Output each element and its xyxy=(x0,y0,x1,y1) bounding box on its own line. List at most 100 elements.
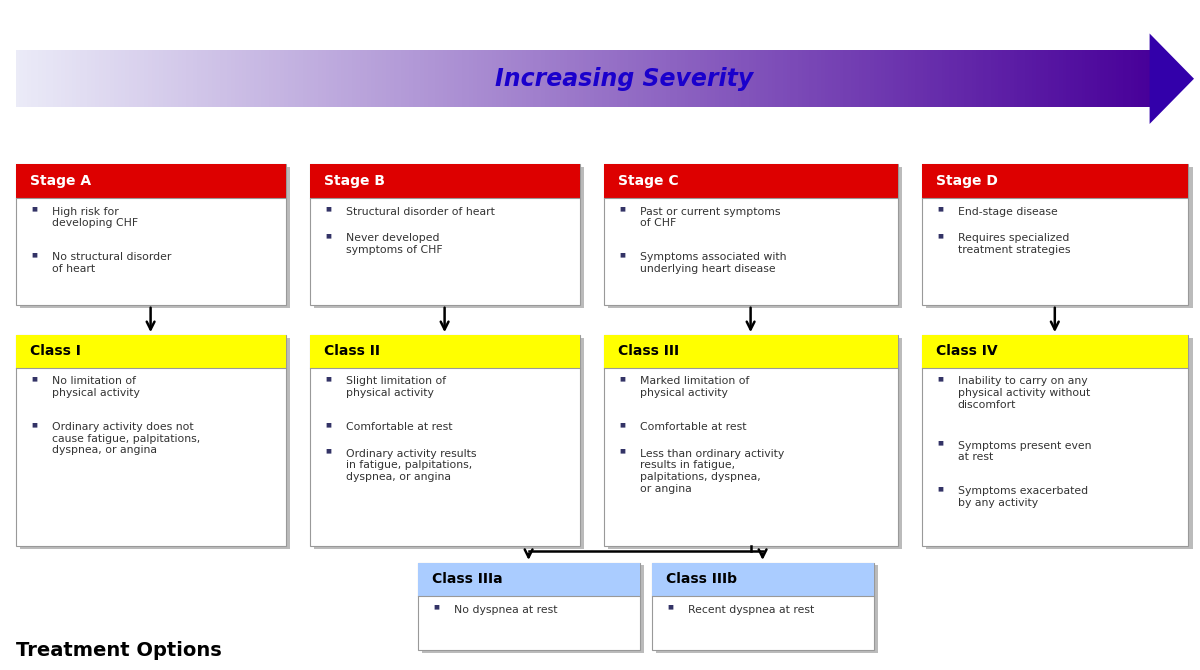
Bar xyxy=(322,50,326,107)
FancyBboxPatch shape xyxy=(310,335,580,368)
Bar xyxy=(851,50,856,107)
Bar xyxy=(956,50,961,107)
Bar xyxy=(102,50,108,107)
Bar xyxy=(907,50,913,107)
Text: Stage A: Stage A xyxy=(30,174,91,188)
Bar xyxy=(378,50,384,107)
Bar xyxy=(545,50,550,107)
Bar xyxy=(870,50,875,107)
FancyBboxPatch shape xyxy=(418,563,640,596)
Bar xyxy=(703,50,708,107)
Bar xyxy=(1058,50,1064,107)
Bar xyxy=(397,50,402,107)
Bar xyxy=(1021,50,1026,107)
FancyBboxPatch shape xyxy=(922,164,1188,198)
Bar xyxy=(488,50,493,107)
Text: Increasing Severity: Increasing Severity xyxy=(494,67,754,90)
Bar xyxy=(972,50,977,107)
Bar xyxy=(325,50,330,107)
Bar xyxy=(307,50,312,107)
Bar xyxy=(1067,50,1072,107)
Bar xyxy=(1044,50,1049,107)
Bar xyxy=(979,50,984,107)
Text: Stage B: Stage B xyxy=(324,174,385,188)
Text: ■: ■ xyxy=(937,441,943,446)
Bar xyxy=(1097,50,1102,107)
Bar xyxy=(1063,50,1068,107)
Bar xyxy=(197,50,202,107)
Text: ■: ■ xyxy=(325,377,331,381)
Text: End-stage disease: End-stage disease xyxy=(958,206,1057,216)
Bar xyxy=(756,50,762,107)
Bar xyxy=(1120,50,1124,107)
Bar xyxy=(764,50,769,107)
Bar xyxy=(454,50,460,107)
Polygon shape xyxy=(1150,34,1194,124)
Bar xyxy=(344,50,349,107)
Bar xyxy=(995,50,1000,107)
Bar xyxy=(968,50,973,107)
Bar xyxy=(828,50,833,107)
Bar xyxy=(738,50,743,107)
Bar xyxy=(242,50,247,107)
Text: ■: ■ xyxy=(325,206,331,212)
Bar xyxy=(613,50,618,107)
Bar xyxy=(137,50,142,107)
Bar xyxy=(809,50,815,107)
Text: ■: ■ xyxy=(619,449,625,454)
Bar xyxy=(832,50,838,107)
Bar xyxy=(1018,50,1022,107)
Bar xyxy=(253,50,259,107)
Text: Class IIIa: Class IIIa xyxy=(432,572,503,586)
Bar xyxy=(1139,50,1144,107)
FancyBboxPatch shape xyxy=(604,335,898,368)
Bar xyxy=(216,50,221,107)
FancyBboxPatch shape xyxy=(926,338,1193,549)
Bar xyxy=(772,50,776,107)
Bar xyxy=(88,50,92,107)
FancyBboxPatch shape xyxy=(608,167,902,308)
FancyBboxPatch shape xyxy=(16,164,286,305)
Bar xyxy=(522,50,527,107)
Bar xyxy=(76,50,82,107)
Bar xyxy=(802,50,806,107)
Bar xyxy=(26,50,32,107)
Bar xyxy=(700,50,704,107)
Bar xyxy=(650,50,655,107)
Bar xyxy=(49,50,55,107)
Text: ■: ■ xyxy=(937,377,943,381)
Bar xyxy=(817,50,822,107)
Text: Comfortable at rest: Comfortable at rest xyxy=(346,422,452,432)
Text: Class IIIb: Class IIIb xyxy=(666,572,737,586)
Bar xyxy=(594,50,599,107)
Bar xyxy=(874,50,878,107)
Bar xyxy=(670,50,674,107)
Bar xyxy=(355,50,361,107)
Bar xyxy=(640,50,644,107)
Bar xyxy=(787,50,792,107)
Bar xyxy=(538,50,542,107)
Bar xyxy=(526,50,530,107)
Bar xyxy=(458,50,463,107)
Bar xyxy=(847,50,852,107)
Bar xyxy=(110,50,115,107)
Bar xyxy=(1025,50,1030,107)
Bar xyxy=(620,50,625,107)
Bar xyxy=(798,50,803,107)
Bar xyxy=(31,50,36,107)
Bar xyxy=(23,50,28,107)
Bar xyxy=(151,50,157,107)
Bar xyxy=(292,50,296,107)
Bar xyxy=(976,50,980,107)
Bar xyxy=(752,50,757,107)
Bar xyxy=(647,50,652,107)
Text: ■: ■ xyxy=(619,377,625,381)
Bar xyxy=(1078,50,1082,107)
Bar xyxy=(107,50,112,107)
Bar xyxy=(341,50,346,107)
Bar xyxy=(58,50,62,107)
Bar xyxy=(262,50,266,107)
Bar xyxy=(436,50,440,107)
Bar xyxy=(1127,50,1132,107)
Bar xyxy=(722,50,727,107)
